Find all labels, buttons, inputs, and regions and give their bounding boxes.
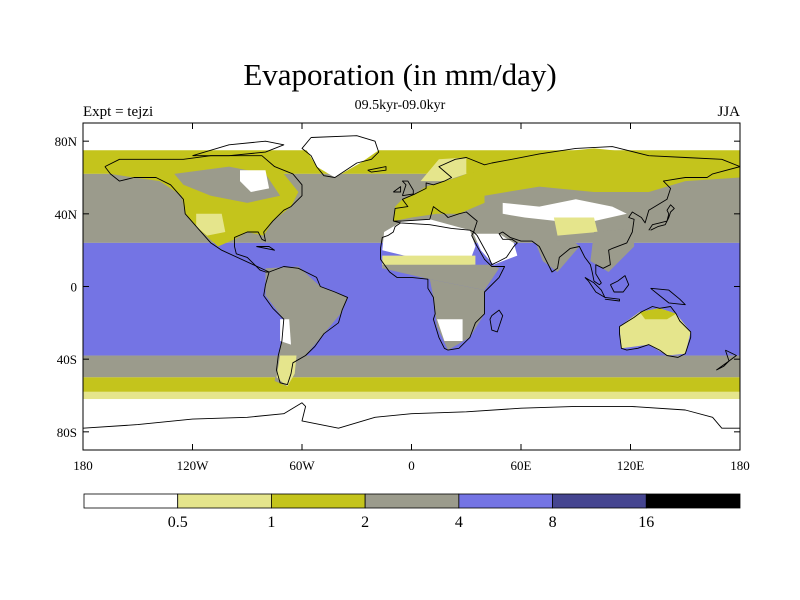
chart-title: Evaporation (in mm/day) xyxy=(243,57,557,92)
region-central_asia_desert xyxy=(502,199,627,222)
colorbar-swatch xyxy=(458,493,553,509)
region-sahara xyxy=(382,219,476,262)
lon-tick-label: 120E xyxy=(617,458,645,473)
lat-tick-label: 40S xyxy=(57,352,77,367)
lon-tick-label: 180 xyxy=(730,458,750,473)
experiment-label: Expt = tejzi xyxy=(83,104,154,120)
coastline-segment xyxy=(401,180,414,197)
colorbar-level-label: 4 xyxy=(455,514,463,531)
colorbar-swatch xyxy=(177,493,272,509)
coastline-segment xyxy=(83,402,740,429)
band-southern_ocean_edge xyxy=(83,391,740,400)
coastline-segment xyxy=(619,306,692,358)
coastline-segment xyxy=(716,360,730,371)
colorbar-level-label: 1 xyxy=(267,514,275,531)
region-siberia xyxy=(484,148,740,196)
lat-tick-label: 80N xyxy=(55,134,78,149)
coastline-segment xyxy=(609,275,630,293)
coastline-segment xyxy=(648,204,675,231)
coastline-segment xyxy=(104,166,270,273)
colorbar-swatch xyxy=(83,493,179,509)
colorbar-level-label: 16 xyxy=(638,514,654,531)
region-australia xyxy=(619,308,691,356)
lat-tick-label: 80S xyxy=(57,425,77,440)
colorbar-swatch xyxy=(552,493,647,509)
coastlines xyxy=(83,135,740,429)
region-africa_central xyxy=(382,264,500,291)
region-sw_usa_desert xyxy=(196,213,226,236)
region-hudson_bay xyxy=(240,170,270,192)
region-india xyxy=(535,239,580,272)
lat-tick-label: 40N xyxy=(55,207,78,222)
map-axes: 80N 40N 0 40S 80S 180 120W 60W 0 60E 120E 180 xyxy=(55,123,750,473)
region-scandinavia xyxy=(420,157,467,182)
coastline-segment xyxy=(604,296,620,302)
lon-tick-label: 60W xyxy=(289,458,315,473)
coastline-segment xyxy=(301,135,380,178)
coastline-segment xyxy=(263,266,349,386)
coastline-segment xyxy=(192,140,285,157)
coastline-segment xyxy=(393,186,402,193)
region-australia_north_coast xyxy=(639,308,677,320)
coastline-segment xyxy=(380,222,401,249)
coastline-segment xyxy=(489,309,504,333)
region-patagonia xyxy=(276,355,297,387)
region-kalahari xyxy=(437,319,463,341)
lon-tick-label: 0 xyxy=(408,458,415,473)
colorbar-swatch xyxy=(645,493,741,509)
band-antarctic_ice xyxy=(83,399,740,450)
coastline-segment xyxy=(392,146,740,222)
coastline-segment xyxy=(367,166,387,173)
colorbar-level-label: 0.5 xyxy=(168,514,188,531)
region-tibet xyxy=(553,217,598,236)
chart-subtitle: 09.5kyr-09.0kyr xyxy=(354,98,446,113)
coastline-segment xyxy=(256,246,276,251)
colorbar-level-label: 8 xyxy=(549,514,557,531)
field-regions xyxy=(104,137,740,387)
coastline-segment xyxy=(724,349,737,362)
colorbar-swatch xyxy=(364,493,460,509)
lon-tick-label: 180 xyxy=(73,458,93,473)
colorbar-swatch xyxy=(271,493,366,509)
coastline-segment xyxy=(650,287,686,306)
region-greenland xyxy=(305,137,379,178)
colorbar-level-label: 2 xyxy=(361,514,369,531)
colorbar: 0.5 1 2 4 8 16 xyxy=(83,493,741,531)
lat-tick-label: 0 xyxy=(71,280,78,295)
band-south_midlat_ocean xyxy=(83,355,740,378)
band-southern_ocean xyxy=(83,377,740,392)
coastline-segment xyxy=(380,231,506,351)
season-label: JJA xyxy=(717,104,740,120)
region-europe xyxy=(393,170,485,222)
lon-tick-label: 120W xyxy=(177,458,210,473)
lon-tick-label: 60E xyxy=(511,458,532,473)
coastline-segment xyxy=(473,166,740,286)
region-se_asia xyxy=(590,228,635,272)
coastline-segment xyxy=(393,206,478,233)
